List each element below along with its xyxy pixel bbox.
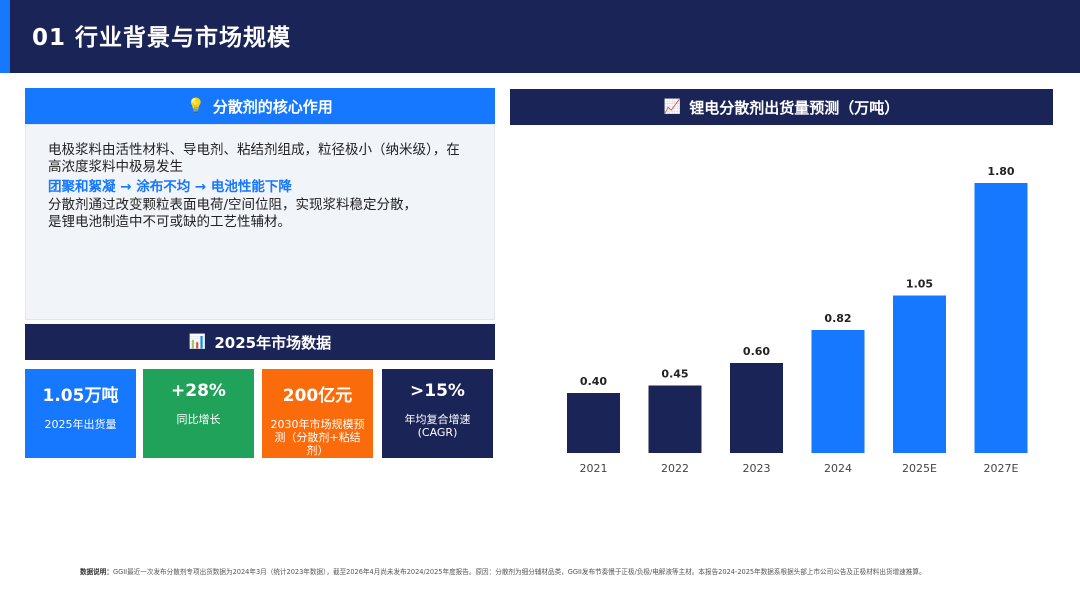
stat-card-shipment: 1.05万吨 2025年出货量 <box>25 369 136 458</box>
core-role-body: 电极浆料由活性材料、导电剂、粘结剂组成，粒径极小（纳米级），在 高浓度浆料中极易… <box>25 124 495 320</box>
footnote-label: 数据说明： <box>80 568 113 576</box>
stat-label: 2025年出货量 <box>44 418 117 431</box>
stat-value: >15% <box>410 381 465 401</box>
core-text-line-3: 分散剂通过改变颗粒表面电荷/空间位阻，实现浆料稳定分散， <box>48 197 418 213</box>
core-role-title: 分散剂的核心作用 <box>212 97 333 116</box>
data-label-2022: 0.45 <box>661 368 688 381</box>
page-title: 01 行业背景与市场规模 <box>32 25 292 51</box>
x-tick-2025E: 2025E <box>902 462 937 475</box>
shipment-bar-chart: 0.40 2021 0.45 2022 0.60 2023 0.82 2024 1.05 2025… <box>567 165 1028 475</box>
bar-2027E <box>974 183 1028 453</box>
header-accent-bar <box>0 0 10 73</box>
core-text-line-1: 电极浆料由活性材料、导电剂、粘结剂组成，粒径极小（纳米级），在 <box>48 142 460 158</box>
stat-label: 同比增长 <box>176 413 221 426</box>
bar-2023 <box>730 363 783 453</box>
core-role-header: 💡 分散剂的核心作用 <box>25 88 495 124</box>
bar-chart-icon: 📊 <box>188 334 207 350</box>
x-tick-2021: 2021 <box>580 462 608 475</box>
stat-value: 200亿元 <box>282 386 353 406</box>
data-label-2021: 0.40 <box>580 375 607 388</box>
footnote-text: GGII最近一次发布分散剂专项出货数据为2024年3月（统计2023年数据），截… <box>112 568 926 576</box>
bar-2021 <box>567 393 620 453</box>
data-label-2027E: 1.80 <box>987 165 1014 178</box>
bar-2022 <box>648 385 702 453</box>
footnote: 数据说明：GGII最近一次发布分散剂专项出货数据为2024年3月（统计2023年… <box>80 566 1055 576</box>
market-data-title: 2025年市场数据 <box>214 333 332 352</box>
data-label-2024: 0.82 <box>824 312 851 325</box>
core-text-line-4: 是锂电池制造中不可或缺的工艺性辅材。 <box>48 214 291 230</box>
x-tick-2022: 2022 <box>661 462 689 475</box>
data-label-2025E: 1.05 <box>906 278 933 291</box>
x-tick-2027E: 2027E <box>984 462 1019 475</box>
market-data-header: 📊 2025年市场数据 <box>25 324 495 360</box>
core-text-line-2: 高浓度浆料中极易发生 <box>48 159 183 175</box>
stat-value: +28% <box>171 381 226 401</box>
stat-card-growth: +28% 同比增长 <box>143 369 254 458</box>
stat-label: 年均复合增速(CAGR) <box>404 413 471 439</box>
bar-2025E <box>893 295 946 453</box>
chart-title: 锂电分散剂出货量预测（万吨） <box>689 98 900 117</box>
line-chart-icon: 📈 <box>663 99 682 115</box>
chart-header: 📈 锂电分散剂出货量预测（万吨） <box>510 89 1053 125</box>
core-highlight: 团聚和絮凝 → 涂布不均 → 电池性能下降 <box>48 179 292 195</box>
data-label-2023: 0.60 <box>743 345 770 358</box>
stat-label: 2030年市场规模预测（分散剂+粘结剂） <box>270 418 365 457</box>
stat-value: 1.05万吨 <box>42 386 119 406</box>
stat-card-cagr: >15% 年均复合增速(CAGR) <box>382 369 493 458</box>
page-header: 01 行业背景与市场规模 <box>0 0 1080 73</box>
bar-2024 <box>811 330 865 453</box>
stat-card-market-size: 200亿元 2030年市场规模预测（分散剂+粘结剂） <box>262 369 373 458</box>
lightbulb-icon: 💡 <box>187 98 205 114</box>
x-tick-2024: 2024 <box>824 462 852 475</box>
x-tick-2023: 2023 <box>743 462 771 475</box>
